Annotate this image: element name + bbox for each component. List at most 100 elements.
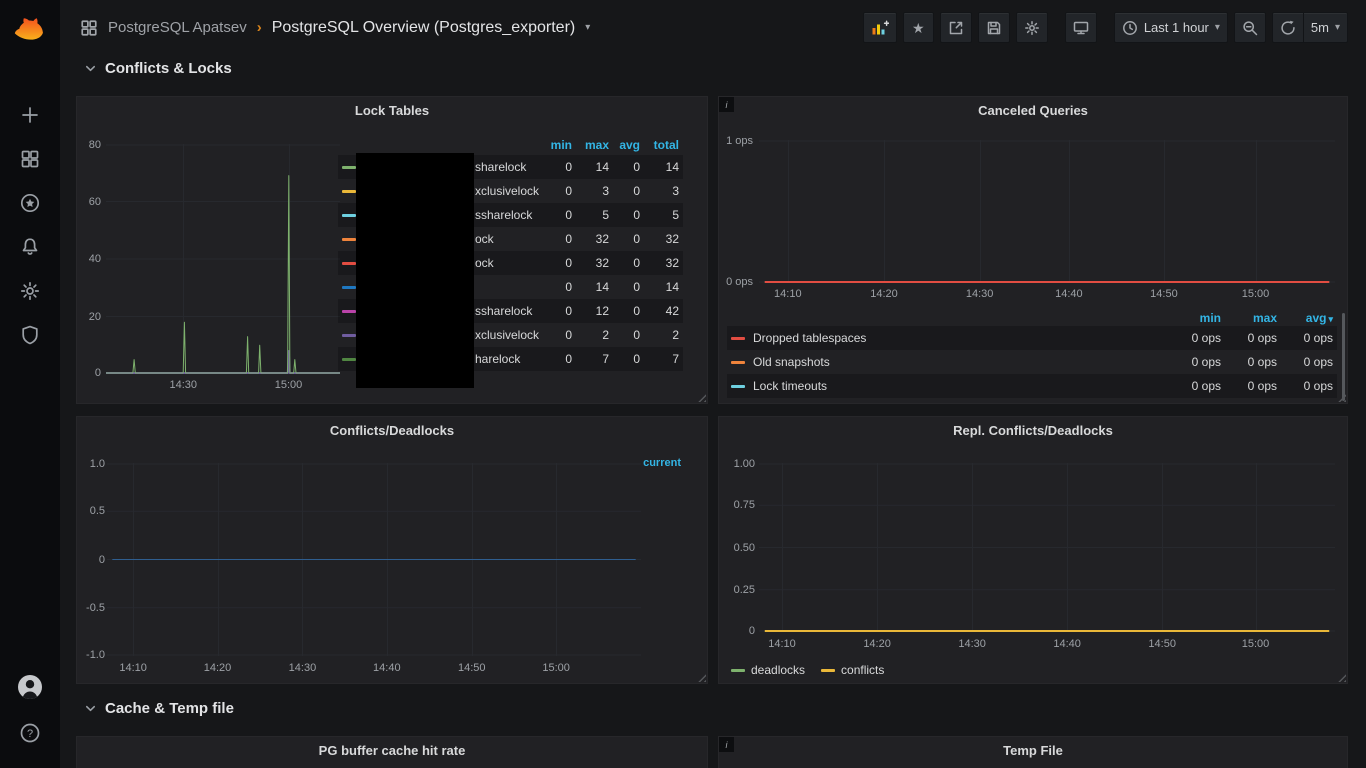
resize-handle[interactable] [1335, 391, 1346, 402]
sidebar-item-profile[interactable] [0, 666, 60, 708]
legend-avg: 0 ops [1303, 379, 1333, 393]
series-label: xclusivelock [475, 328, 540, 342]
resize-handle[interactable] [1335, 671, 1346, 682]
legend-row[interactable]: 0 14 0 14 [338, 275, 683, 299]
section-conflicts-locks[interactable]: Conflicts & Locks [84, 60, 232, 77]
legend-max: 3 [602, 184, 609, 198]
save-button[interactable] [977, 12, 1010, 43]
refresh-button-group: 5m ▾ [1271, 12, 1348, 43]
legend-scrollbar[interactable] [1342, 313, 1345, 401]
panel-info-icon[interactable]: i [719, 737, 734, 752]
y-axis-label: -1.0 [86, 649, 105, 661]
legend-row[interactable]: xclusivelock 0 3 0 3 [338, 179, 683, 203]
panel-title[interactable]: Temp File [1003, 743, 1063, 758]
zoom-out-button[interactable] [1233, 12, 1266, 43]
dashboard-settings-button[interactable] [1015, 12, 1048, 43]
sidebar-item-help[interactable]: ? [0, 712, 60, 754]
series-label: conflicts [841, 663, 885, 677]
legend-avg: 0 ops [1303, 355, 1333, 369]
star-icon: ★ [912, 19, 925, 36]
monitor-icon [1073, 21, 1089, 34]
legend-avg: 0 [633, 256, 640, 270]
legend-min: 0 ops [1191, 355, 1221, 369]
sidebar: ? [0, 0, 60, 768]
sidebar-item-configuration[interactable] [0, 270, 60, 312]
series-color-dash [342, 237, 356, 241]
series-color-dash [342, 165, 356, 169]
panel-canceled-queries: i Canceled Queries 1 ops 0 ops 14:10 14:20… [718, 96, 1348, 404]
y-axis-label: 0.50 [733, 541, 755, 554]
legend-min: 0 [565, 280, 572, 294]
legend-row[interactable]: deadlocks [731, 663, 805, 677]
y-axis-label: 60 [88, 195, 101, 208]
dashboard-title-caret-icon[interactable]: ▾ [585, 22, 591, 33]
sidebar-item-alerting[interactable] [0, 226, 60, 268]
legend-sort-max[interactable]: max [1252, 310, 1277, 325]
panel-title[interactable]: Canceled Queries [978, 103, 1088, 118]
series-color-dash [821, 668, 836, 672]
panel-title[interactable]: Repl. Conflicts/Deadlocks [953, 423, 1113, 438]
add-panel-button[interactable] [862, 12, 897, 43]
panel-title[interactable]: PG buffer cache hit rate [318, 743, 466, 758]
legend-row[interactable]: Old snapshots 0 ops 0 ops 0 ops [727, 350, 1337, 374]
legend-min: 0 [565, 304, 572, 318]
x-axis-label: 15:00 [542, 662, 570, 674]
legend-row[interactable]: xclusivelock 0 2 0 2 [338, 323, 683, 347]
legend-sort-min[interactable]: min [1199, 310, 1221, 325]
legend-sort-max[interactable]: max [584, 138, 609, 152]
resize-handle[interactable] [695, 391, 706, 402]
x-axis-label: 15:00 [1241, 288, 1270, 300]
y-axis-label: 20 [88, 310, 101, 323]
legend-sort-current[interactable]: current [643, 457, 681, 469]
panel-title[interactable]: Conflicts/Deadlocks [329, 423, 455, 438]
series-label: xclusivelock [475, 184, 540, 198]
legend-row[interactable]: conflicts [821, 663, 884, 677]
panel-info-icon[interactable]: i [719, 97, 734, 112]
series-label: ssharelock [475, 304, 533, 318]
legend-min: 0 [565, 184, 572, 198]
conflicts-deadlocks-plot[interactable] [107, 463, 641, 656]
time-range-button[interactable]: Last 1 hour ▾ [1113, 12, 1228, 43]
legend-row[interactable]: ock 0 32 0 32 [338, 227, 683, 251]
sidebar-item-explore[interactable] [0, 182, 60, 224]
legend-sort-avg[interactable]: avg [619, 138, 640, 152]
top-navbar: PostgreSQL Apatsev › PostgreSQL Overview… [60, 0, 1366, 55]
panel-conflicts-deadlocks: Conflicts/Deadlocks current 1.0 0.5 0 -0.5 -… [76, 416, 708, 684]
legend-avg: 0 [633, 280, 640, 294]
x-axis-label: 14:10 [119, 662, 147, 674]
section-label: Conflicts & Locks [105, 60, 232, 77]
canceled-queries-plot[interactable] [759, 140, 1335, 283]
legend-min: 0 ops [1191, 379, 1221, 393]
legend-rows: sharelock 0 14 0 14 xclusivelock 0 3 0 3 sshareloc… [338, 155, 683, 371]
lock-tables-plot[interactable] [106, 144, 340, 374]
legend-sort-avg[interactable]: avg ▾ [1285, 311, 1333, 325]
resize-handle[interactable] [695, 671, 706, 682]
refresh-button[interactable] [1271, 12, 1304, 43]
refresh-interval-caret-icon: ▾ [1334, 22, 1340, 33]
repl-legend: deadlocks conflicts [731, 663, 884, 677]
legend-sort-total[interactable]: total [653, 138, 679, 152]
sort-caret-icon: ▾ [1328, 313, 1333, 324]
panel-title[interactable]: Lock Tables [354, 103, 430, 118]
refresh-interval-button[interactable]: 5m ▾ [1303, 12, 1348, 43]
series-label: harelock [475, 352, 521, 366]
sidebar-item-server-admin[interactable] [0, 314, 60, 356]
legend-avg: 0 [633, 160, 640, 174]
dashboard-title[interactable]: PostgreSQL Overview (Postgres_exporter) [271, 18, 576, 36]
legend-sort-min[interactable]: min [550, 138, 572, 152]
repl-conflicts-plot[interactable] [759, 463, 1335, 632]
star-button[interactable]: ★ [902, 12, 934, 43]
legend-max: 2 [602, 328, 609, 342]
section-cache-temp-file[interactable]: Cache & Temp file [84, 700, 234, 717]
series-color-dash [342, 309, 356, 313]
legend-row[interactable]: Dropped tablespaces 0 ops 0 ops 0 ops [727, 326, 1337, 350]
share-button[interactable] [939, 12, 972, 43]
sidebar-item-dashboards[interactable] [0, 138, 60, 180]
x-axis-label: 14:10 [768, 638, 796, 650]
y-axis-label: 1 ops [726, 135, 753, 147]
sidebar-item-create[interactable] [0, 94, 60, 136]
grafana-logo[interactable] [0, 8, 60, 52]
legend-row[interactable]: Lock timeouts 0 ops 0 ops 0 ops [727, 374, 1337, 398]
tv-mode-button[interactable] [1064, 12, 1097, 43]
breadcrumb-folder[interactable]: PostgreSQL Apatsev [108, 19, 247, 36]
